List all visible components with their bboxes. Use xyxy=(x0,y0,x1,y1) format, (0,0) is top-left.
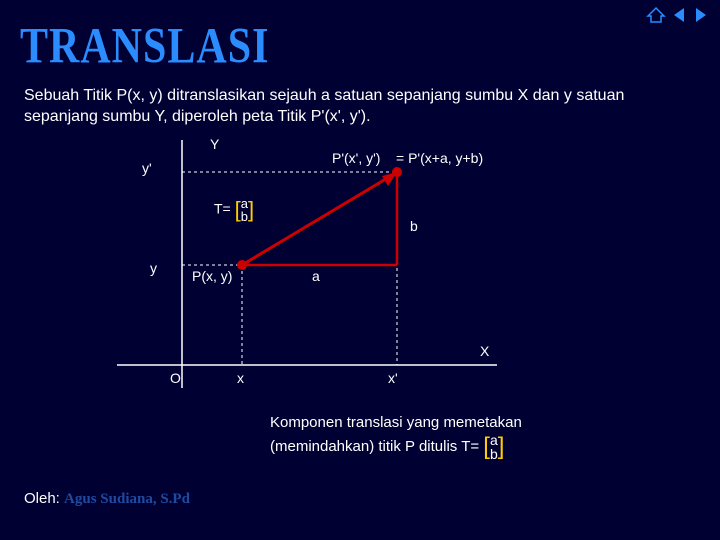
axis-Y-label: Y xyxy=(210,136,219,152)
legend-line1: Komponen translasi yang memetakan xyxy=(270,412,700,433)
yprime-label: y' xyxy=(142,160,152,176)
bracket-open-icon: [ xyxy=(483,439,490,455)
Pprime-coords: P'(x', y') xyxy=(332,150,380,166)
translation-diagram: Y y' y O x x' X P(x, y) a b T= [ab] P'(x… xyxy=(62,130,562,415)
T-vector-label: T= [ab] xyxy=(214,197,254,223)
Pprime-equation: = P'(x+a, y+b) xyxy=(396,150,483,166)
axis-X-label: X xyxy=(480,343,489,359)
point-P-label: P(x, y) xyxy=(192,268,232,284)
author-line: Oleh: Agus Sudiana, S.Pd xyxy=(24,490,190,508)
b-label: b xyxy=(410,218,418,234)
bracket-close-icon: ] xyxy=(498,439,505,455)
T-bot: b xyxy=(241,209,248,224)
point-Pprime-label: P'(x', y') = P'(x+a, y+b) xyxy=(332,150,483,166)
a-label: a xyxy=(312,268,320,284)
prev-icon[interactable] xyxy=(670,6,688,24)
nav-icons xyxy=(646,6,710,24)
bracket-close-icon: ] xyxy=(248,203,254,217)
author-prefix: Oleh: xyxy=(24,490,60,507)
description-text: Sebuah Titik P(x, y) ditranslasikan seja… xyxy=(24,86,696,128)
next-icon[interactable] xyxy=(692,6,710,24)
home-icon[interactable] xyxy=(646,6,666,24)
T-prefix: T= xyxy=(214,201,231,217)
xprime-label: x' xyxy=(388,370,398,386)
y-label: y xyxy=(150,260,157,276)
author-name: Agus Sudiana, S.Pd xyxy=(64,491,190,507)
legend-prefix: (memindahkan) titik P ditulis T= xyxy=(270,438,479,455)
legend-text: Komponen translasi yang memetakan (memin… xyxy=(270,412,700,461)
page-title: TRANSLASI xyxy=(20,18,269,76)
legend-line2: (memindahkan) titik P ditulis T= [ab] xyxy=(270,433,700,461)
legend-bot: b xyxy=(490,446,498,462)
origin-label: O xyxy=(170,370,181,386)
x-label: x xyxy=(237,370,244,386)
